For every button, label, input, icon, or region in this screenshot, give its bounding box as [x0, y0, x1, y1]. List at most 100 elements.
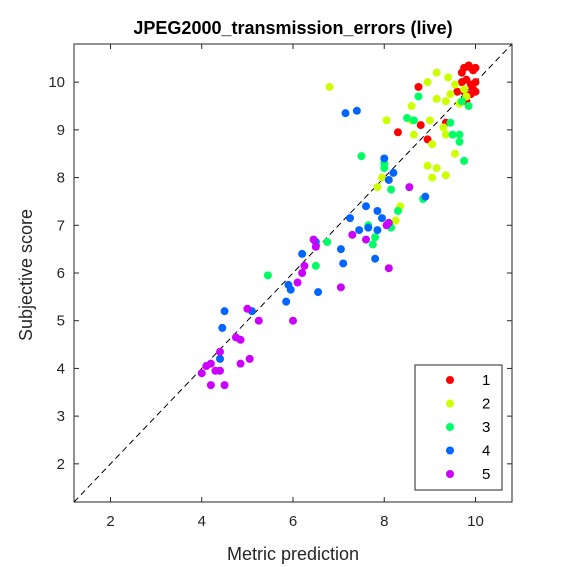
series-1	[393, 61, 480, 144]
data-point	[341, 109, 350, 118]
data-point	[444, 73, 453, 82]
data-point	[432, 164, 441, 173]
data-point	[352, 106, 361, 115]
legend-marker	[446, 470, 454, 478]
data-point	[373, 206, 382, 215]
data-point	[368, 240, 377, 249]
legend-marker	[446, 399, 454, 408]
data-point	[421, 192, 430, 201]
data-point	[197, 369, 206, 378]
data-point	[416, 121, 425, 130]
data-point	[357, 152, 366, 161]
data-point	[403, 113, 412, 122]
data-point	[254, 316, 263, 325]
data-point	[450, 80, 459, 89]
data-point	[371, 233, 380, 242]
data-point	[236, 335, 245, 344]
data-point	[339, 259, 348, 268]
data-point	[428, 140, 437, 149]
data-point	[364, 223, 373, 232]
data-point	[298, 249, 307, 258]
data-point	[453, 87, 462, 96]
legend-marker	[446, 446, 454, 455]
data-point	[216, 354, 224, 363]
data-point	[282, 297, 291, 306]
data-point	[314, 288, 323, 297]
y-tick-label: 8	[57, 170, 65, 187]
data-point	[441, 171, 450, 180]
data-point	[362, 235, 370, 244]
data-point	[446, 90, 455, 99]
y-tick-label: 7	[57, 217, 65, 234]
data-point	[325, 82, 334, 91]
data-point	[384, 218, 393, 227]
data-point	[414, 82, 423, 91]
data-point	[309, 235, 318, 244]
data-point	[371, 254, 380, 263]
data-point	[464, 102, 473, 111]
y-tick-label: 6	[57, 265, 65, 282]
legend-entry: 5	[446, 466, 490, 483]
data-point	[460, 156, 469, 165]
data-point	[425, 116, 434, 125]
legend-entry: 4	[446, 443, 490, 460]
data-point	[439, 123, 448, 132]
y-tick-label: 5	[57, 313, 65, 330]
series-2	[325, 68, 471, 225]
data-point	[393, 128, 402, 137]
data-point	[405, 183, 414, 192]
x-tick-label: 2	[106, 513, 114, 530]
x-axis-label: Metric prediction	[227, 544, 359, 564]
chart-title: JPEG2000_transmission_errors (live)	[133, 18, 452, 38]
data-point	[323, 237, 332, 246]
data-point	[432, 68, 441, 77]
legend-entry: 2	[446, 396, 490, 413]
legend-label: 1	[482, 372, 490, 389]
data-point	[289, 316, 297, 325]
data-point	[428, 173, 437, 182]
data-point	[448, 130, 457, 139]
y-tick-label: 3	[57, 408, 65, 425]
x-tick-label: 6	[289, 513, 297, 530]
data-point	[460, 85, 469, 94]
legend-box	[414, 364, 503, 491]
data-point	[409, 130, 418, 139]
data-point	[293, 278, 302, 287]
reference-diagonal-line	[73, 43, 513, 503]
data-point	[220, 307, 229, 316]
data-point	[377, 173, 386, 182]
legend-label: 2	[482, 396, 490, 413]
y-tick-label: 10	[48, 74, 65, 91]
data-point	[311, 261, 320, 270]
data-point	[457, 97, 466, 106]
data-point	[432, 94, 441, 103]
data-point	[236, 359, 245, 368]
data-point	[377, 214, 386, 223]
x-tick-label: 8	[380, 513, 388, 530]
data-point	[391, 216, 400, 225]
y-tick-label: 9	[57, 122, 65, 139]
data-point	[469, 66, 478, 75]
data-point	[216, 347, 224, 356]
data-point	[336, 283, 345, 292]
y-axis-ticks: 2 3 4 5 6 7 8 9 10	[48, 74, 512, 473]
data-point	[355, 226, 364, 235]
x-axis-ticks: 2 4 6 8 10	[106, 44, 484, 530]
data-point	[441, 130, 450, 139]
legend-label: 3	[482, 419, 490, 436]
series-5	[197, 183, 414, 390]
legend-marker	[446, 423, 454, 431]
y-axis-label: Subjective score	[16, 209, 36, 341]
data-point	[336, 245, 345, 254]
data-point	[414, 92, 423, 101]
data-point	[446, 118, 455, 127]
legend-marker	[446, 376, 454, 384]
x-tick-label: 4	[198, 513, 206, 530]
data-point	[346, 214, 355, 223]
data-point	[382, 116, 391, 125]
data-point	[455, 130, 464, 139]
data-point	[457, 78, 466, 87]
data-point	[380, 154, 389, 163]
data-point	[441, 97, 450, 106]
